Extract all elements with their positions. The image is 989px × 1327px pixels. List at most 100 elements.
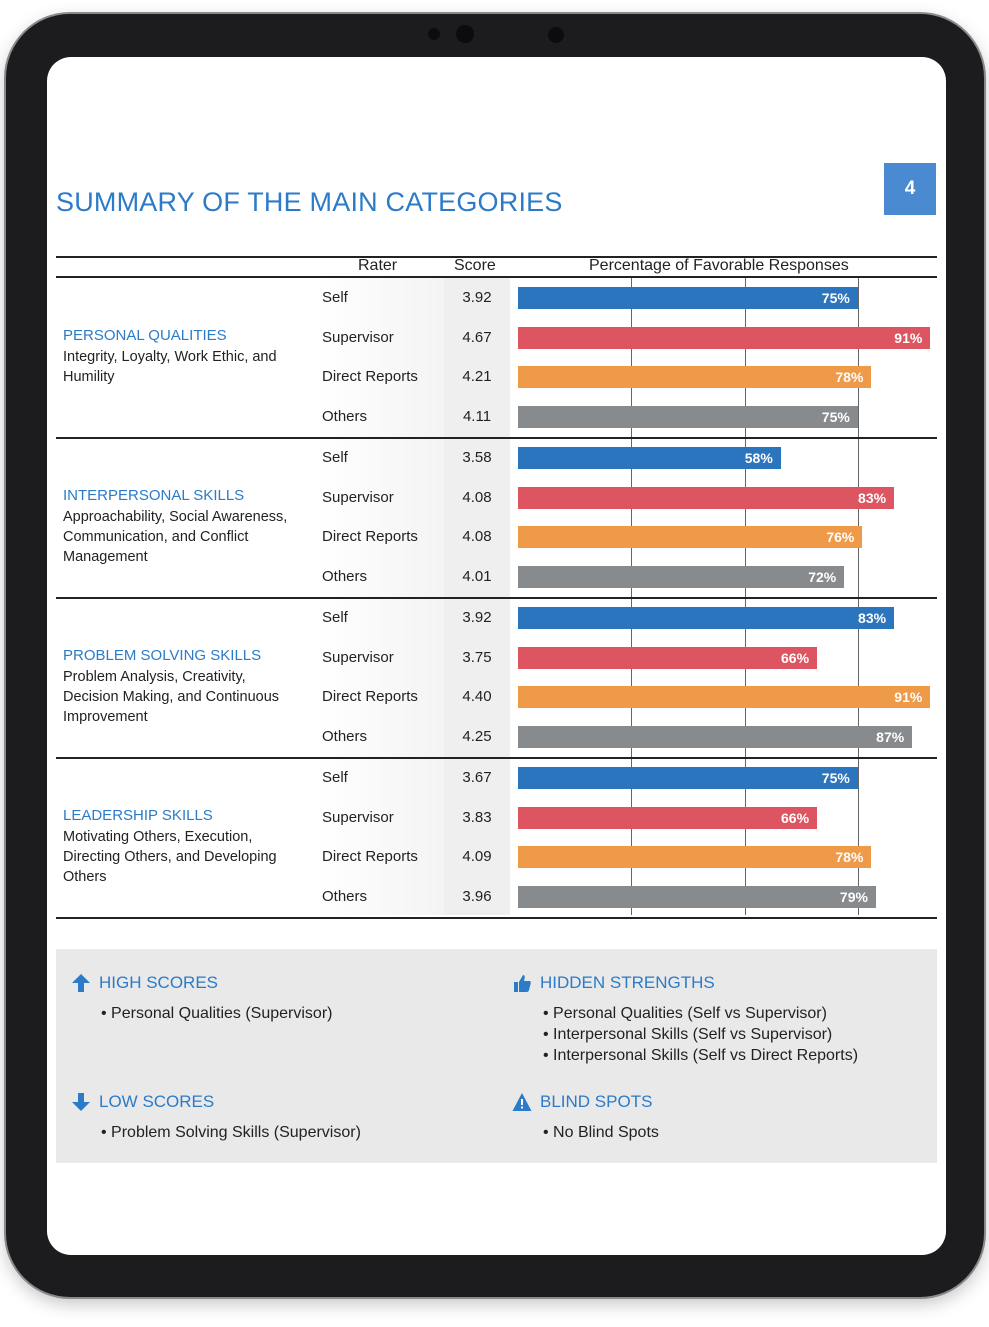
camera-dot	[548, 27, 564, 43]
bar-direct-reports: 78%	[518, 846, 872, 868]
rater-label: Supervisor	[322, 328, 394, 346]
bar-self: 58%	[518, 447, 781, 469]
score-value: 4.08	[462, 528, 492, 545]
gridline	[857, 278, 859, 915]
score-value: 3.75	[462, 648, 492, 666]
bar-value-label: 75%	[821, 290, 850, 306]
low-scores-title: LOW SCORES	[99, 1092, 215, 1111]
bar-value-label: 75%	[821, 408, 850, 425]
bar-value-label: 83%	[858, 489, 887, 506]
summary-box: HIGH SCORES • Personal Qualities (Superv…	[56, 949, 937, 1163]
category-description: Problem Analysis, Creativity, Decision M…	[63, 669, 280, 725]
bar-value-label: 66%	[781, 809, 810, 826]
bar-direct-reports: 91%	[518, 686, 931, 708]
gridline	[744, 278, 746, 915]
bar-others: 72%	[518, 565, 845, 588]
score-value: 4.01	[462, 567, 492, 585]
bar-value-label: 78%	[835, 849, 864, 865]
bar-self: 75%	[518, 287, 858, 309]
bar-value-label: 79%	[839, 888, 868, 905]
bar-value-label: 91%	[894, 329, 923, 346]
score-value: 3.92	[462, 609, 492, 626]
bar-direct-reports: 76%	[518, 526, 863, 548]
score-value: 4.08	[462, 488, 492, 506]
high-scores-title: HIGH SCORES	[99, 973, 219, 992]
category-description: Integrity, Loyalty, Work Ethic, and Humi…	[63, 349, 277, 385]
hidden-strengths-item: • Personal Qualities (Self vs Supervisor…	[543, 1005, 827, 1022]
header-chart: Percentage of Favorable Responses	[589, 257, 849, 274]
hidden-strengths-item: • Interpersonal Skills (Self vs Supervis…	[543, 1026, 833, 1043]
bar-value-label: 87%	[876, 728, 905, 745]
score-value: 4.67	[462, 328, 492, 346]
bar-value-label: 72%	[808, 568, 837, 585]
high-scores-heading: HIGH SCORES	[71, 973, 218, 993]
bar-value-label: 83%	[858, 610, 887, 626]
hidden-strengths-item: • Interpersonal Skills (Self vs Direct R…	[543, 1047, 859, 1064]
rater-label: Direct Reports	[322, 368, 418, 385]
score-value: 4.25	[462, 727, 492, 745]
header-rater: Rater	[358, 257, 398, 274]
camera-dot	[428, 28, 440, 40]
score-value: 3.58	[462, 449, 492, 466]
report-page: SUMMARY OF THE MAIN CATEGORIES 4 Rater S…	[47, 57, 946, 1255]
high-scores-item: • Personal Qualities (Supervisor)	[101, 1005, 333, 1022]
rater-label: Supervisor	[322, 648, 394, 666]
bar-value-label: 58%	[744, 450, 773, 466]
low-scores-heading: LOW SCORES	[71, 1092, 214, 1112]
score-value: 3.67	[462, 769, 492, 786]
score-value: 4.09	[462, 848, 492, 865]
rater-label: Self	[322, 449, 348, 466]
bar-others: 79%	[518, 885, 876, 908]
bar-supervisor: 66%	[518, 646, 818, 669]
rater-label: Self	[322, 769, 348, 786]
camera-lens	[456, 25, 474, 43]
category-divider	[56, 917, 937, 919]
bar-self: 75%	[518, 767, 858, 789]
category-description: Motivating Others, Execution, Directing …	[63, 829, 277, 885]
thumbs-up-icon	[514, 975, 531, 992]
page-title: SUMMARY OF THE MAIN CATEGORIES	[56, 187, 563, 217]
bar-others: 75%	[518, 405, 858, 428]
arrow-up-icon	[72, 974, 90, 992]
hidden-strengths-heading: HIDDEN STRENGTHS	[512, 973, 715, 993]
blind-spots-item: • No Blind Spots	[543, 1124, 659, 1141]
page-number-badge: 4	[884, 163, 936, 215]
category-title: PERSONAL QUALITIES	[63, 327, 227, 344]
score-value: 3.92	[462, 289, 492, 306]
score-column-bg	[444, 278, 510, 915]
rater-label: Self	[322, 289, 348, 306]
rater-label: Direct Reports	[322, 848, 418, 865]
bar-others: 87%	[518, 725, 913, 748]
hidden-strengths-title: HIDDEN STRENGTHS	[540, 973, 715, 992]
category-title: LEADERSHIP SKILLS	[63, 807, 213, 824]
bar-value-label: 75%	[821, 770, 850, 786]
score-value: 4.21	[462, 368, 492, 385]
bar-supervisor: 91%	[518, 326, 931, 349]
gridline	[631, 278, 633, 915]
rater-label: Self	[322, 609, 348, 626]
blind-spots-title: BLIND SPOTS	[540, 1092, 653, 1111]
header-score: Score	[454, 257, 496, 274]
score-value: 3.96	[462, 887, 492, 905]
category-divider	[56, 437, 937, 439]
header-rule	[56, 276, 937, 278]
rater-label: Others	[322, 407, 368, 425]
bar-value-label: 76%	[826, 529, 855, 545]
bar-supervisor: 83%	[518, 486, 895, 509]
rater-label: Others	[322, 567, 368, 585]
rater-column-bg	[315, 278, 444, 915]
score-value: 4.11	[462, 407, 492, 425]
category-description: Approachability, Social Awareness, Commu…	[63, 509, 288, 565]
bar-value-label: 91%	[894, 689, 923, 705]
low-scores-item: • Problem Solving Skills (Supervisor)	[101, 1124, 361, 1141]
bar-value-label: 78%	[835, 369, 864, 385]
category-divider	[56, 597, 937, 599]
bar-direct-reports: 78%	[518, 366, 872, 388]
rater-label: Others	[322, 887, 368, 905]
rater-label: Direct Reports	[322, 528, 418, 545]
table-top-rule	[56, 256, 937, 258]
rater-label: Direct Reports	[322, 688, 418, 705]
blind-spots-heading: BLIND SPOTS	[512, 1092, 652, 1112]
score-value: 3.83	[462, 808, 492, 826]
bar-supervisor: 66%	[518, 806, 818, 829]
